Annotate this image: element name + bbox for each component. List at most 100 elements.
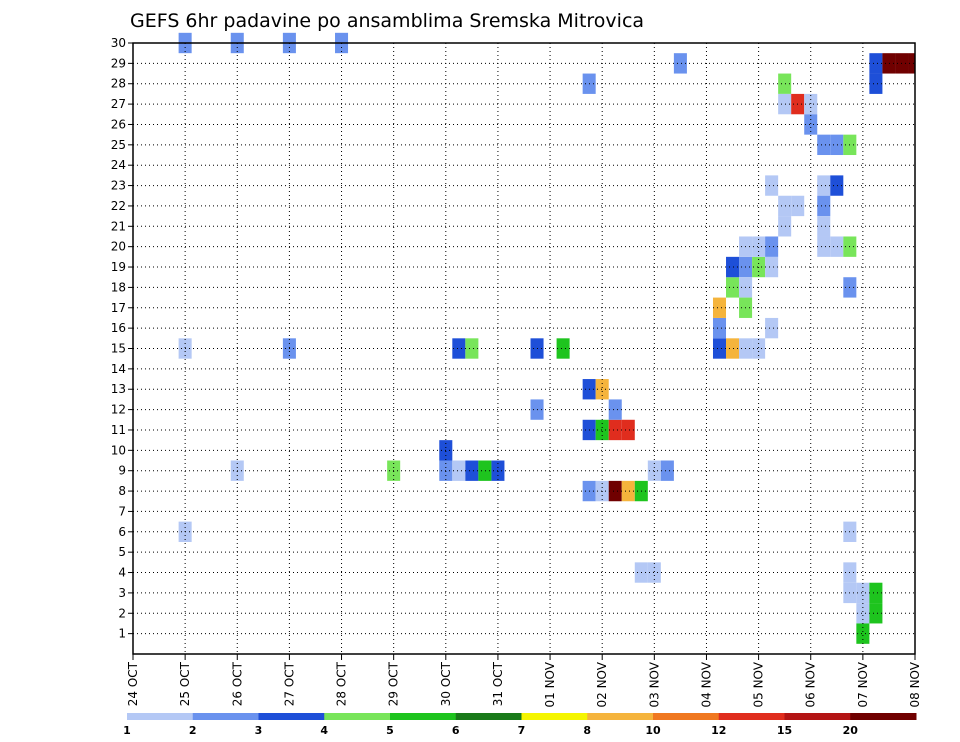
heatmap-cell bbox=[765, 236, 779, 257]
heatmap-cell bbox=[856, 603, 870, 624]
heatmap-cell bbox=[608, 399, 622, 420]
heatmap-cell bbox=[882, 53, 896, 74]
heatmap-cells bbox=[178, 32, 915, 644]
legend-label: 1 bbox=[123, 724, 131, 737]
heatmap-cell bbox=[465, 460, 479, 481]
y-tick-label: 29 bbox=[111, 56, 126, 70]
heatmap-cell bbox=[830, 236, 844, 257]
y-axis: 1234567891011121314151617181920212223242… bbox=[111, 36, 133, 641]
legend-swatch bbox=[192, 713, 259, 720]
heatmap-cell bbox=[869, 73, 883, 94]
y-tick-label: 20 bbox=[111, 240, 126, 254]
legend-swatch bbox=[850, 713, 917, 720]
heatmap-cell bbox=[778, 93, 792, 115]
heatmap-cell bbox=[712, 297, 727, 318]
heatmap-cell bbox=[608, 419, 622, 441]
y-tick-label: 2 bbox=[118, 606, 126, 620]
x-tick-label: 30 OCT bbox=[439, 661, 453, 706]
y-tick-label: 1 bbox=[118, 627, 126, 641]
heatmap-cell bbox=[621, 480, 635, 502]
heatmap-cell bbox=[778, 216, 792, 237]
heatmap-cell bbox=[752, 338, 766, 359]
legend-swatch bbox=[324, 713, 391, 720]
y-tick-label: 9 bbox=[118, 464, 126, 478]
heatmap-cell bbox=[817, 195, 831, 217]
heatmap-cell bbox=[765, 256, 779, 278]
y-tick-label: 22 bbox=[111, 199, 126, 213]
x-tick-label: 07 NOV bbox=[856, 661, 870, 707]
y-tick-label: 8 bbox=[118, 484, 126, 498]
y-tick-label: 6 bbox=[118, 525, 126, 539]
heatmap-cell bbox=[817, 134, 831, 156]
x-axis: 24 OCT 25 OCT 26 OCT 27 OCT 28 OCT 29 OCT 30 O… bbox=[126, 654, 922, 708]
heatmap-cell bbox=[712, 317, 727, 339]
heatmap-cell bbox=[660, 460, 674, 481]
y-tick-label: 10 bbox=[111, 443, 126, 457]
y-tick-label: 17 bbox=[111, 301, 126, 315]
x-tick-label: 04 NOV bbox=[699, 661, 713, 707]
heatmap-cell bbox=[726, 338, 740, 359]
legend-label: 8 bbox=[583, 724, 591, 737]
heatmap-cell bbox=[804, 114, 818, 135]
x-tick-label: 05 NOV bbox=[752, 661, 766, 707]
y-tick-label: 19 bbox=[111, 260, 126, 274]
y-tick-label: 25 bbox=[111, 138, 126, 152]
legend-swatch bbox=[127, 713, 194, 720]
heatmap-cell bbox=[869, 603, 883, 624]
legend-swatch bbox=[653, 713, 720, 720]
heatmap-cell bbox=[856, 582, 870, 604]
legend-swatch bbox=[258, 713, 325, 720]
heatmap-cell bbox=[608, 480, 622, 502]
y-tick-label: 3 bbox=[118, 586, 126, 600]
heatmap-cell bbox=[621, 419, 635, 441]
heatmap-cell bbox=[647, 460, 661, 481]
y-tick-label: 7 bbox=[118, 504, 126, 518]
color-legend: 1 2 3 4 5 6 7 8 10 12 15 20 bbox=[123, 713, 917, 737]
chart-title: GEFS 6hr padavine po ansamblima Sremska … bbox=[130, 10, 644, 32]
legend-swatch bbox=[521, 713, 588, 720]
y-tick-label: 21 bbox=[111, 219, 126, 233]
heatmap-cell bbox=[452, 338, 466, 359]
legend-swatch bbox=[718, 713, 785, 720]
heatmap-cell bbox=[804, 93, 818, 115]
legend-label: 20 bbox=[843, 724, 859, 737]
heatmap-cell bbox=[556, 338, 570, 359]
grid bbox=[133, 43, 915, 654]
y-tick-label: 27 bbox=[111, 97, 126, 111]
heatmap-cell bbox=[673, 53, 687, 74]
heatmap-cell bbox=[726, 256, 740, 278]
legend-label: 2 bbox=[189, 724, 197, 737]
legend-label: 6 bbox=[452, 724, 460, 737]
heatmap-cell bbox=[647, 562, 661, 583]
heatmap-cell bbox=[595, 419, 609, 441]
heatmap-cell bbox=[465, 338, 479, 359]
x-tick-label: 28 OCT bbox=[335, 661, 349, 706]
y-tick-label: 13 bbox=[111, 382, 126, 396]
heatmap-cell bbox=[869, 53, 883, 74]
legend-swatch bbox=[455, 713, 522, 720]
y-tick-label: 14 bbox=[111, 362, 126, 376]
y-tick-label: 26 bbox=[111, 117, 126, 131]
y-tick-label: 5 bbox=[118, 545, 126, 559]
y-tick-label: 30 bbox=[111, 36, 126, 50]
heatmap-cell bbox=[595, 379, 609, 400]
heatmap-cell bbox=[830, 175, 844, 196]
legend-swatch bbox=[784, 713, 851, 720]
x-tick-label: 27 OCT bbox=[282, 661, 296, 706]
heatmap-cell bbox=[478, 460, 492, 481]
legend-swatch bbox=[390, 713, 457, 720]
legend-label: 5 bbox=[386, 724, 394, 737]
y-tick-label: 16 bbox=[111, 321, 126, 335]
y-tick-label: 23 bbox=[111, 179, 126, 193]
legend-label: 15 bbox=[777, 724, 792, 737]
x-tick-label: 08 NOV bbox=[908, 661, 922, 707]
x-tick-label: 29 OCT bbox=[387, 661, 401, 706]
heatmap-cell bbox=[778, 195, 792, 217]
x-tick-label: 02 NOV bbox=[595, 661, 609, 707]
heatmap-cell bbox=[817, 236, 831, 257]
x-tick-label: 31 OCT bbox=[491, 661, 505, 706]
heatmap-cell bbox=[765, 175, 779, 196]
x-tick-label: 24 OCT bbox=[126, 661, 140, 706]
heatmap-cell bbox=[817, 175, 831, 196]
x-tick-label: 01 NOV bbox=[543, 661, 557, 707]
